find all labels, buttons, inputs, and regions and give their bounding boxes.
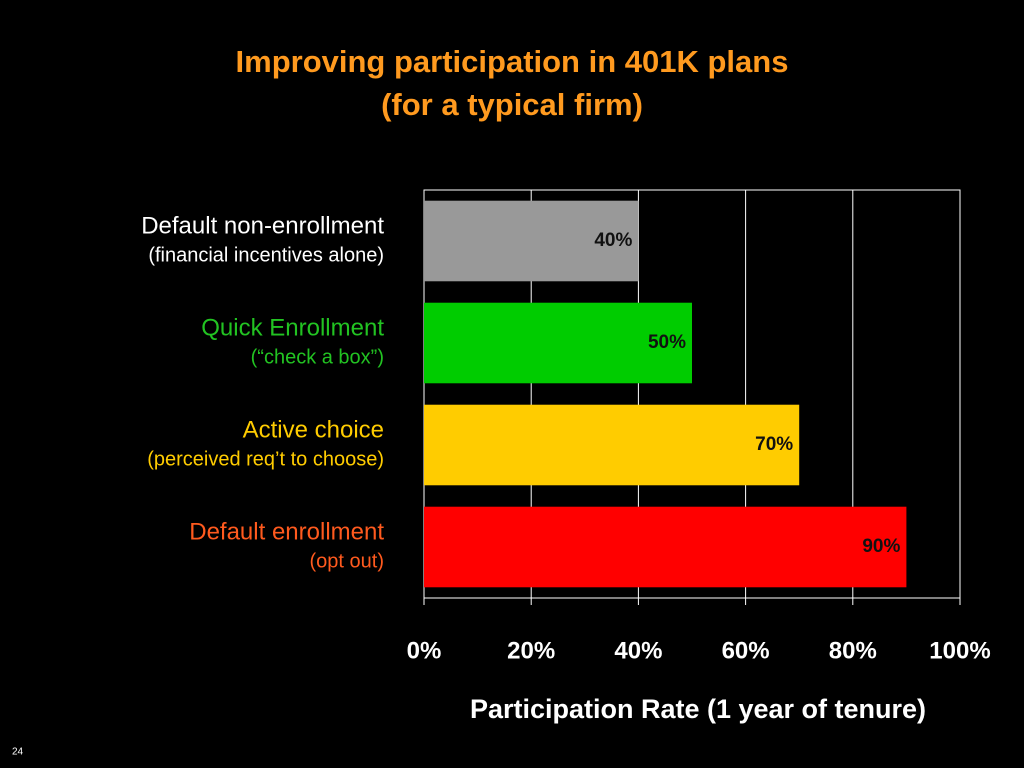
bar — [424, 302, 692, 384]
page-number: 24 — [12, 747, 24, 758]
value-label: 40% — [594, 230, 632, 251]
x-tick-label: 80% — [829, 637, 877, 664]
category-note: (perceived req’t to choose) — [147, 448, 384, 470]
chart-title: (for a typical firm) — [381, 87, 643, 122]
category-note: (“check a box”) — [251, 346, 384, 368]
category-label: Default enrollment — [189, 518, 384, 545]
x-tick-label: 40% — [614, 637, 662, 664]
value-label: 50% — [648, 332, 686, 353]
category-label: Active choice — [243, 416, 384, 443]
x-axis-label: Participation Rate (1 year of tenure) — [470, 694, 926, 724]
category-label: Default non-enrollment — [141, 212, 384, 239]
category-label: Quick Enrollment — [201, 314, 384, 341]
x-tick-label: 100% — [929, 637, 990, 664]
category-note: (financial incentives alone) — [148, 244, 384, 266]
value-label: 70% — [755, 434, 793, 455]
value-label: 90% — [862, 536, 900, 557]
bar — [424, 200, 639, 282]
x-tick-label: 0% — [407, 637, 442, 664]
x-tick-label: 60% — [722, 637, 770, 664]
category-note: (opt out) — [310, 550, 384, 572]
x-tick-label: 20% — [507, 637, 555, 664]
chart-title: Improving participation in 401K plans — [236, 44, 789, 79]
bar — [424, 506, 907, 588]
bar — [424, 404, 800, 486]
